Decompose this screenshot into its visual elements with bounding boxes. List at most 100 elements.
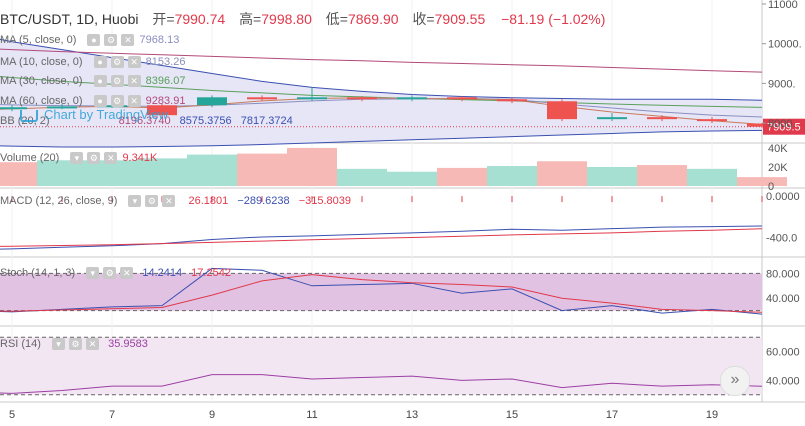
gear-icon[interactable]: ⚙ [110, 75, 124, 88]
change-value: −81.19 (−1.02%) [501, 11, 606, 27]
close-icon[interactable]: ✕ [127, 75, 141, 88]
rsi-band-fill [0, 337, 762, 395]
candle-body [0, 107, 27, 110]
volume-bar [0, 162, 37, 186]
volume-bar [687, 168, 737, 186]
price-axis-tick-label: 8000. [768, 118, 796, 130]
gear-icon[interactable]: ⚙ [110, 56, 124, 69]
volume-bar [87, 160, 137, 186]
volume-bar [237, 153, 287, 186]
stoch-k-line [0, 267, 763, 315]
open-label: 开= [152, 11, 175, 27]
stoch-legend[interactable]: Stoch (14, 1, 3) ▾ ⚙ ✕ 14.2414 17.2542 [0, 267, 231, 280]
gear-icon[interactable]: ⚙ [104, 34, 118, 47]
ma10-value: 8153.26 [145, 56, 186, 68]
chevron-down-icon[interactable]: ▾ [70, 152, 84, 165]
macd-legend[interactable]: MACD (12, 26, close, 9) ▾ ⚙ ✕ 26.1801 −289… [0, 195, 352, 208]
candle-body [347, 97, 377, 100]
stoch-axis-tick-label: 40.000 [766, 293, 800, 305]
close-icon[interactable]: ✕ [127, 95, 141, 108]
ma30-name: MA (30, close, 0) [0, 75, 83, 87]
volume-bar [387, 171, 437, 186]
last-price-tag [763, 118, 805, 135]
gear-icon[interactable]: ⚙ [103, 267, 117, 280]
stoch-name: Stoch (14, 1, 3) [0, 267, 76, 279]
candle-body [147, 105, 177, 116]
ma30-value: 8396.07 [145, 75, 186, 87]
scroll-to-realtime-button[interactable]: » [720, 366, 750, 396]
close-icon[interactable]: ✕ [86, 338, 100, 351]
close-icon[interactable]: ✕ [162, 195, 176, 208]
volume-bar [437, 167, 487, 186]
volume-axis-tick-label: 20K [768, 162, 788, 174]
rsi-value: 35.9583 [108, 338, 148, 350]
rsi-legend[interactable]: RSI (14) ▾ ⚙ ✕ 35.9583 [0, 338, 148, 351]
rsi-axis-tick-label: 60.000 [766, 347, 800, 359]
ma60-name: MA (60, close, 0) [0, 95, 83, 107]
tradingview-logo-icon [20, 109, 38, 122]
ma60-value: 9283.91 [145, 95, 186, 107]
candle-body [747, 123, 777, 127]
low-value: 7869.90 [347, 11, 399, 27]
candle-body [397, 97, 427, 100]
volume-legend[interactable]: Volume (20) ▾ ⚙ ✕ 9.341K [0, 152, 158, 165]
chevron-down-icon[interactable]: ▾ [52, 338, 66, 351]
x-tick-label: 9 [209, 409, 215, 421]
macd-hist-value: 26.1801 [188, 195, 229, 207]
stoch-d-line [0, 274, 763, 313]
macd-signal-value: −315.8039 [298, 195, 352, 207]
ma60-line [0, 48, 763, 73]
x-tick-label: 13 [406, 409, 418, 421]
close-icon[interactable]: ✕ [104, 152, 118, 165]
volume-bar [587, 166, 637, 186]
bb-lower-value: 7817.3724 [240, 115, 293, 127]
chevron-down-icon[interactable]: ▾ [86, 267, 100, 280]
ma30-legend[interactable]: MA (30, close, 0) ● ⚙ ✕ 8396.07 [0, 75, 186, 88]
ma5-name: MA (5, close, 0) [0, 34, 77, 46]
rsi-axis-tick-label: 40.000 [766, 375, 800, 387]
tradingview-watermark[interactable]: Chart by TradingView [20, 107, 168, 122]
volume-bar [337, 168, 387, 186]
close-icon[interactable]: ✕ [127, 56, 141, 69]
watermark-text: Chart by TradingView [44, 107, 169, 122]
ma10-legend[interactable]: MA (10, close, 0) ● ⚙ ✕ 8153.26 [0, 56, 186, 69]
volume-bar [487, 166, 537, 186]
candle-body [297, 97, 327, 100]
gear-icon[interactable]: ⚙ [69, 338, 83, 351]
symbol-title[interactable]: BTC/USDT, 1D, Huobi [0, 11, 139, 27]
chart-header: BTC/USDT, 1D, Huobi 开=7990.74 高=7998.80 … [0, 9, 605, 29]
volume-bar [637, 165, 687, 186]
close-label: 收= [412, 11, 435, 27]
price-axis-tick-label: 11000 [768, 0, 798, 11]
stoch-d-value: 17.2542 [191, 267, 231, 279]
low-label: 低= [325, 11, 348, 27]
macd-signal-line [0, 228, 763, 247]
eye-icon[interactable]: ● [93, 95, 107, 108]
ma5-legend[interactable]: MA (5, close, 0) ● ⚙ ✕ 7968.13 [0, 34, 180, 47]
gear-icon[interactable]: ⚙ [110, 95, 124, 108]
price-axis-tick-label: 10000. [768, 39, 802, 51]
rsi-name: RSI (14) [0, 338, 41, 350]
macd-axis-tick-label: 0.0000 [766, 191, 800, 203]
gear-icon[interactable]: ⚙ [87, 152, 101, 165]
bollinger-band-fill [0, 39, 762, 147]
rsi-line [0, 374, 763, 394]
ma5-value: 7968.13 [139, 34, 180, 46]
close-icon[interactable]: ✕ [120, 267, 134, 280]
volume-bar [37, 160, 87, 186]
eye-icon[interactable]: ● [93, 75, 107, 88]
gear-icon[interactable]: ⚙ [145, 195, 159, 208]
x-tick-label: 17 [606, 409, 618, 421]
close-icon[interactable]: ✕ [121, 34, 135, 47]
volume-value: 9.341K [122, 152, 158, 164]
ma60-legend[interactable]: MA (60, close, 0) ● ⚙ ✕ 9283.91 [0, 95, 186, 108]
eye-icon[interactable]: ● [93, 56, 107, 69]
volume-bar [187, 154, 237, 186]
volume-name: Volume (20) [0, 152, 60, 164]
volume-axis-tick-label: 0 [768, 181, 774, 193]
chevron-down-icon[interactable]: ▾ [128, 195, 142, 208]
price-axis-tick-label: 9000. [768, 78, 796, 90]
last-price-tag-text: 7909.5 [767, 122, 801, 134]
eye-icon[interactable]: ● [87, 34, 101, 47]
